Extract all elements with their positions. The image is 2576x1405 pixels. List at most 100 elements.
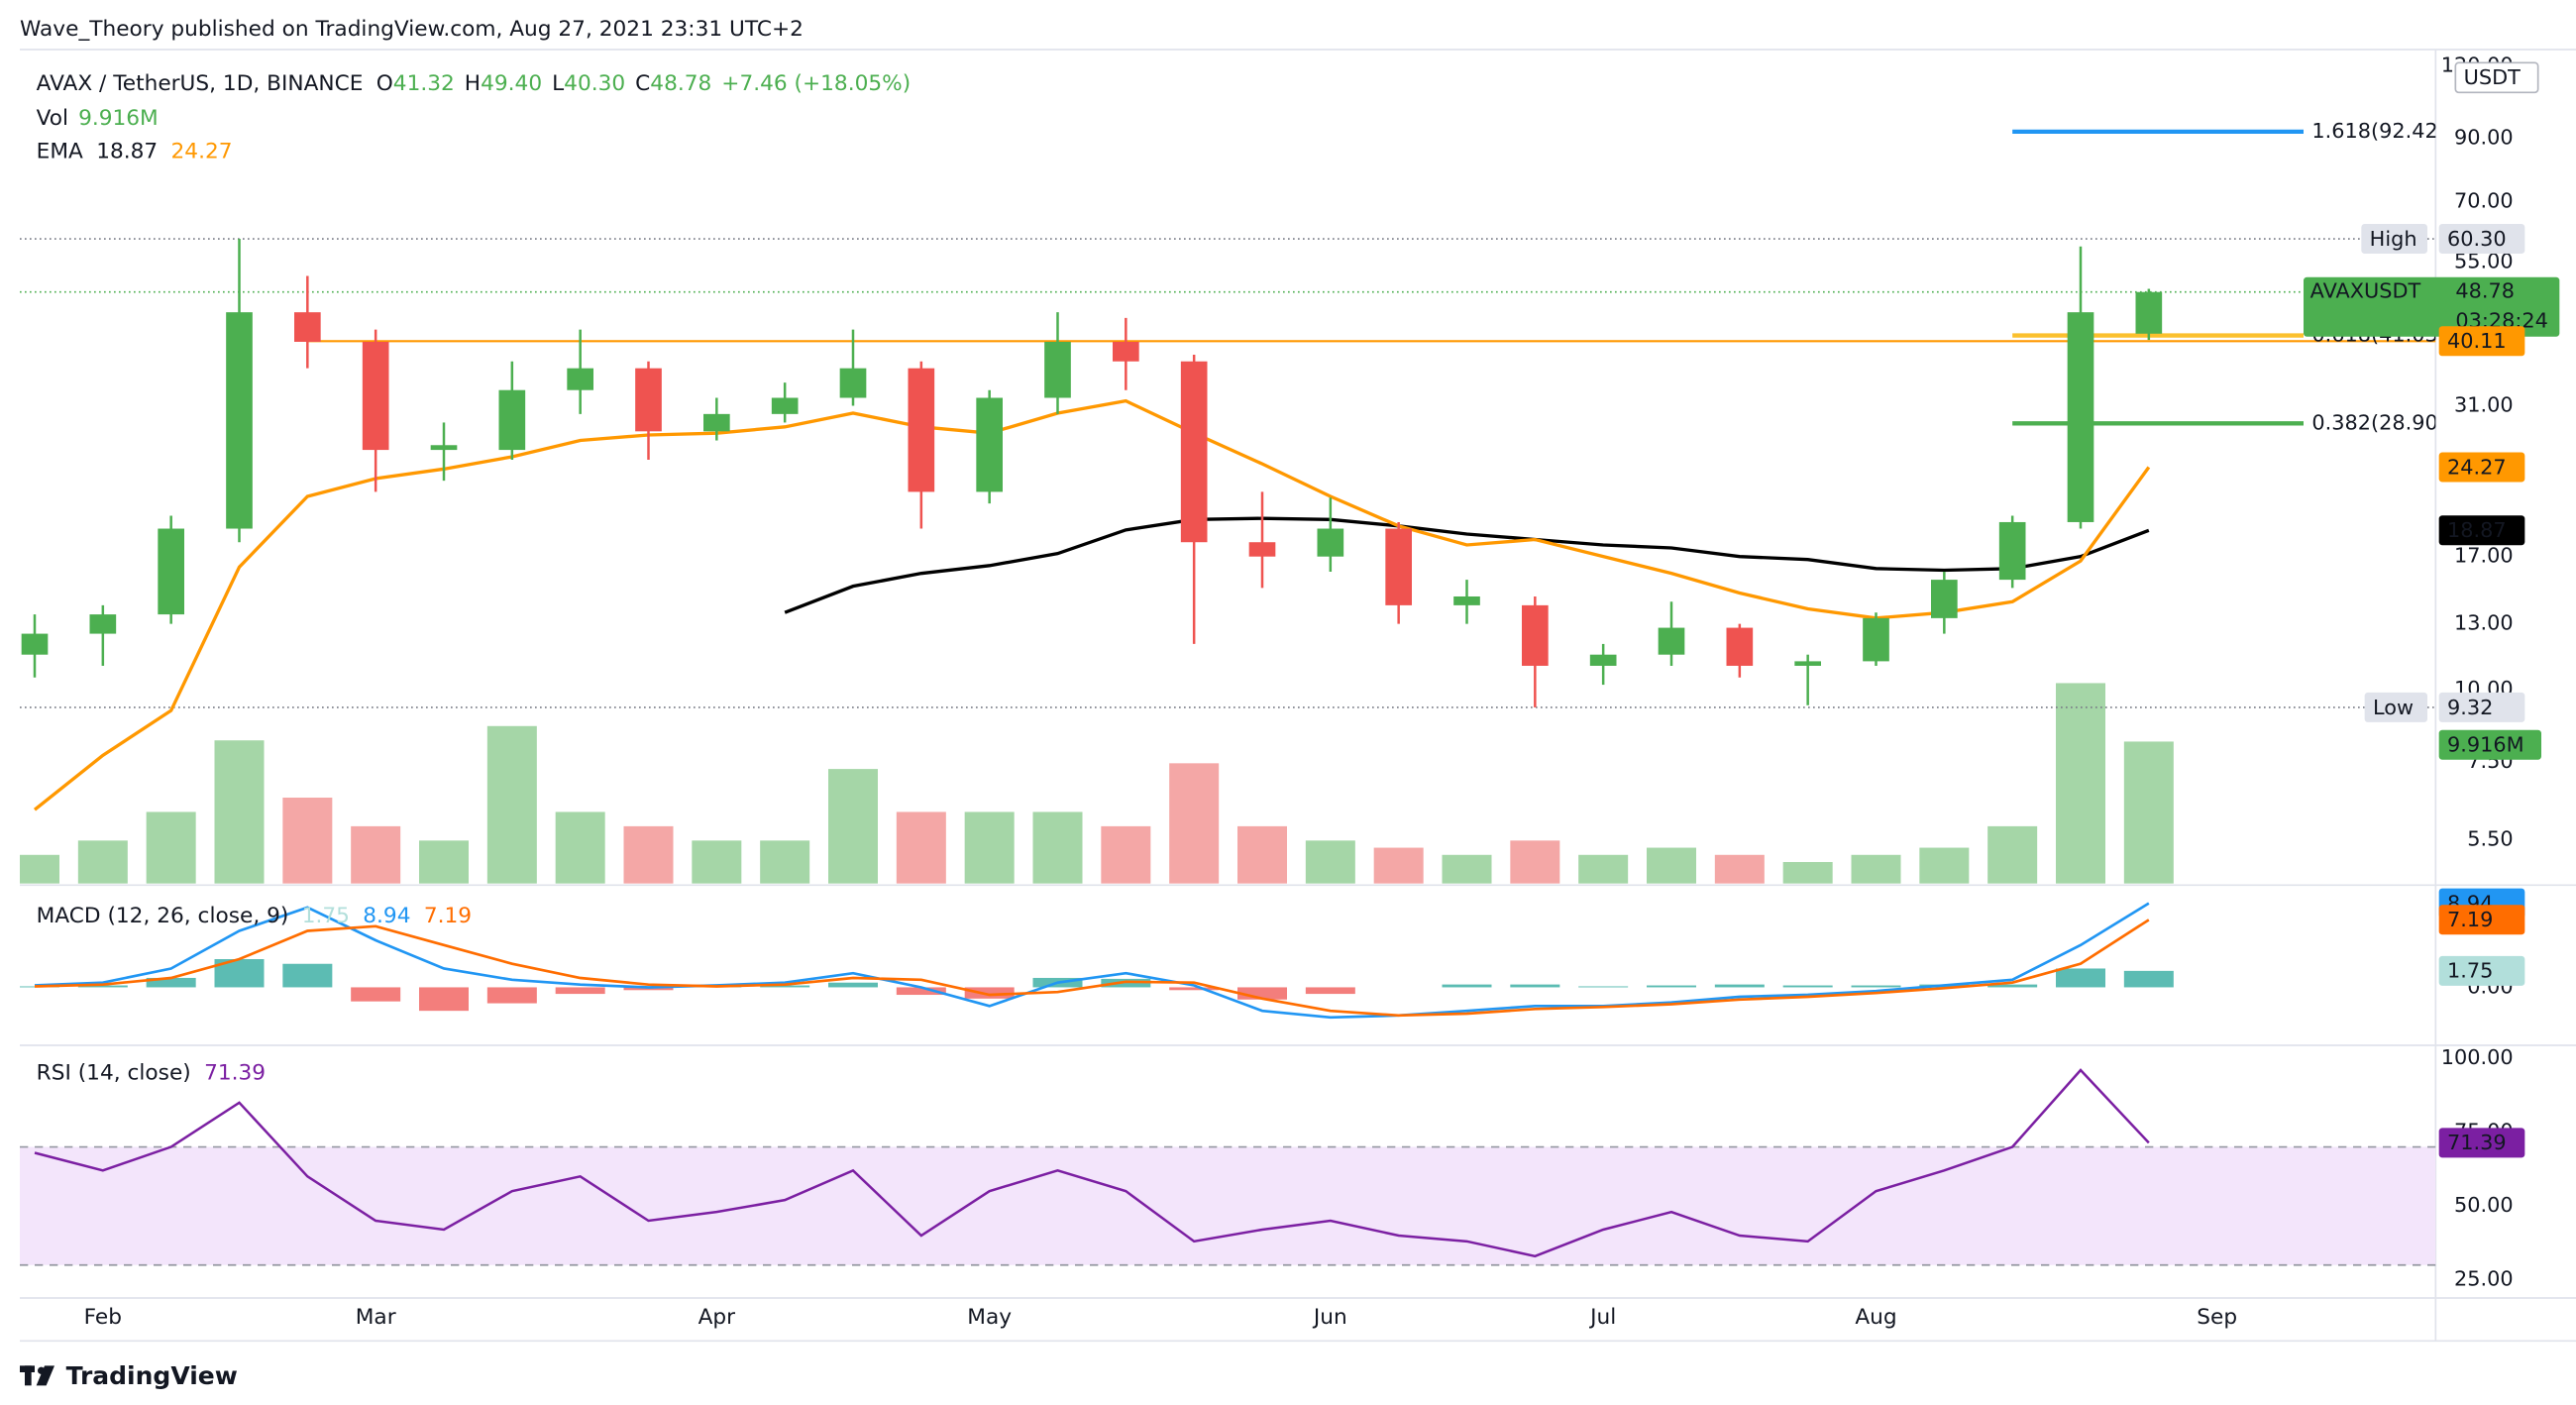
logo-shape xyxy=(36,1365,54,1386)
macd-histogram xyxy=(1851,985,1901,988)
rsi-band xyxy=(20,1146,2436,1265)
volume-bar xyxy=(1510,840,1560,884)
legend-volume: Vol 9.916M xyxy=(37,106,159,131)
candle-body xyxy=(635,368,662,432)
legend-macd: MACD (12, 26, close, 9) 1.75 8.94 7.19 xyxy=(37,904,472,928)
volume-bar xyxy=(351,825,401,884)
volume-bar xyxy=(214,740,265,884)
candle-body xyxy=(21,633,49,655)
candle-body xyxy=(226,312,253,529)
candle-body xyxy=(908,368,935,492)
x-tick-label: Jul xyxy=(1588,1305,1616,1330)
legend-rsi: RSI (14, close) 71.39 xyxy=(37,1060,266,1085)
candle-body xyxy=(1998,521,2026,581)
macd-pane xyxy=(20,902,2174,1020)
candle-body xyxy=(1453,595,1480,605)
signal-value: 7.19 xyxy=(424,904,472,928)
macd-histogram xyxy=(964,987,1015,999)
macd-histogram xyxy=(623,987,674,991)
ema-value-box xyxy=(2438,515,2525,546)
x-tick-label: Mar xyxy=(356,1305,396,1330)
logo-shape xyxy=(25,1365,32,1386)
high-value-box xyxy=(2438,224,2525,255)
rsi-value-box xyxy=(2438,1128,2525,1158)
rsi-pane xyxy=(20,1068,2436,1266)
volume-bar xyxy=(1782,862,1833,884)
axes: 120.0090.0070.0055.0031.0017.0013.0010.0… xyxy=(84,54,2514,1330)
volume-bar xyxy=(692,840,742,884)
candle-body xyxy=(839,368,867,398)
candle-body xyxy=(1589,654,1617,666)
candle-body xyxy=(567,368,593,390)
volume-bar xyxy=(760,840,810,884)
macd-title: MACD (12, 26, close, 9) xyxy=(37,904,289,928)
fib-label: 1.618(92.42) xyxy=(2311,119,2446,143)
volume-bar xyxy=(555,811,605,884)
volume-label: Vol xyxy=(37,106,68,131)
y-tick-label: 50.00 xyxy=(2454,1193,2514,1217)
ohlc-key: L xyxy=(552,71,564,96)
y-tick-label: 5.50 xyxy=(2467,827,2513,851)
symbol-label: AVAXUSDT xyxy=(2310,279,2421,303)
y-tick-label: 17.00 xyxy=(2454,544,2514,568)
macd-histogram xyxy=(2056,968,2105,988)
candle-body xyxy=(771,397,799,414)
volume-bar xyxy=(20,854,59,884)
currency-label-box xyxy=(2454,61,2539,94)
volume-bar xyxy=(2056,683,2105,884)
ohlc-value: 40.30 xyxy=(564,71,625,96)
candle-body xyxy=(294,312,321,342)
candle-body xyxy=(1044,341,1071,398)
macd-histogram xyxy=(351,987,401,1002)
x-tick-label: Jun xyxy=(1312,1305,1347,1330)
macd-histogram xyxy=(1510,984,1560,988)
macd-histogram xyxy=(1578,986,1629,988)
candle-body xyxy=(976,397,1003,492)
volume-value-box xyxy=(2438,729,2541,760)
footer-logo: TradingView xyxy=(66,1361,238,1390)
ohlc-value: 41.32 xyxy=(393,71,455,96)
volume-bar xyxy=(1851,854,1901,884)
volume-bar xyxy=(1442,854,1492,884)
volume-bar xyxy=(1578,854,1629,884)
resistance-value-box xyxy=(2438,326,2525,357)
candle-body xyxy=(89,614,117,634)
macd-line xyxy=(34,902,2150,1020)
candle-body xyxy=(1180,361,1208,543)
symbol: AVAX / TetherUS, 1D, BINANCE xyxy=(37,71,364,96)
volume-bar xyxy=(77,840,128,884)
macd-histogram xyxy=(1987,984,2038,988)
macd-histogram xyxy=(1647,985,1696,988)
change: +7.46 (+18.05%) xyxy=(721,71,911,96)
low-value: 9.32 xyxy=(2447,696,2493,719)
volume-bar xyxy=(1373,847,1424,884)
volume-bar xyxy=(828,769,878,884)
macd-histogram xyxy=(896,987,946,996)
header-title: Wave_Theory published on TradingView.com… xyxy=(20,17,804,42)
volume-bar xyxy=(419,840,469,884)
ema-value: 18.87 xyxy=(96,139,158,163)
candle-body xyxy=(498,389,526,451)
volume-bar xyxy=(1714,854,1765,884)
volume-bar xyxy=(1101,825,1151,884)
rsi-title: RSI (14, close) xyxy=(37,1060,191,1085)
legend-ohlc: AVAX / TetherUS, 1D, BINANCE O41.32 H49.40… xyxy=(37,71,912,96)
candle-body xyxy=(1863,617,1889,662)
macd-histogram xyxy=(760,985,810,988)
rsi-line xyxy=(34,1068,2150,1258)
macd-histogram xyxy=(282,963,333,988)
currency-label: USDT xyxy=(2464,65,2522,89)
volume-bar xyxy=(2123,741,2174,884)
ema-line xyxy=(33,398,2151,811)
volume-bar xyxy=(1305,840,1355,884)
ohlc-key: C xyxy=(635,71,650,96)
x-tick-label: Sep xyxy=(2197,1305,2237,1330)
macd-hist-value: 1.75 xyxy=(302,904,350,928)
ema-label: EMA xyxy=(37,139,83,163)
ohlc-value: 49.40 xyxy=(481,71,542,96)
volume-value: 9.916M xyxy=(2447,733,2524,757)
macd-hist-value-box xyxy=(2438,955,2525,986)
candle-body xyxy=(1794,661,1822,666)
ema-value: 18.87 xyxy=(2447,518,2507,542)
